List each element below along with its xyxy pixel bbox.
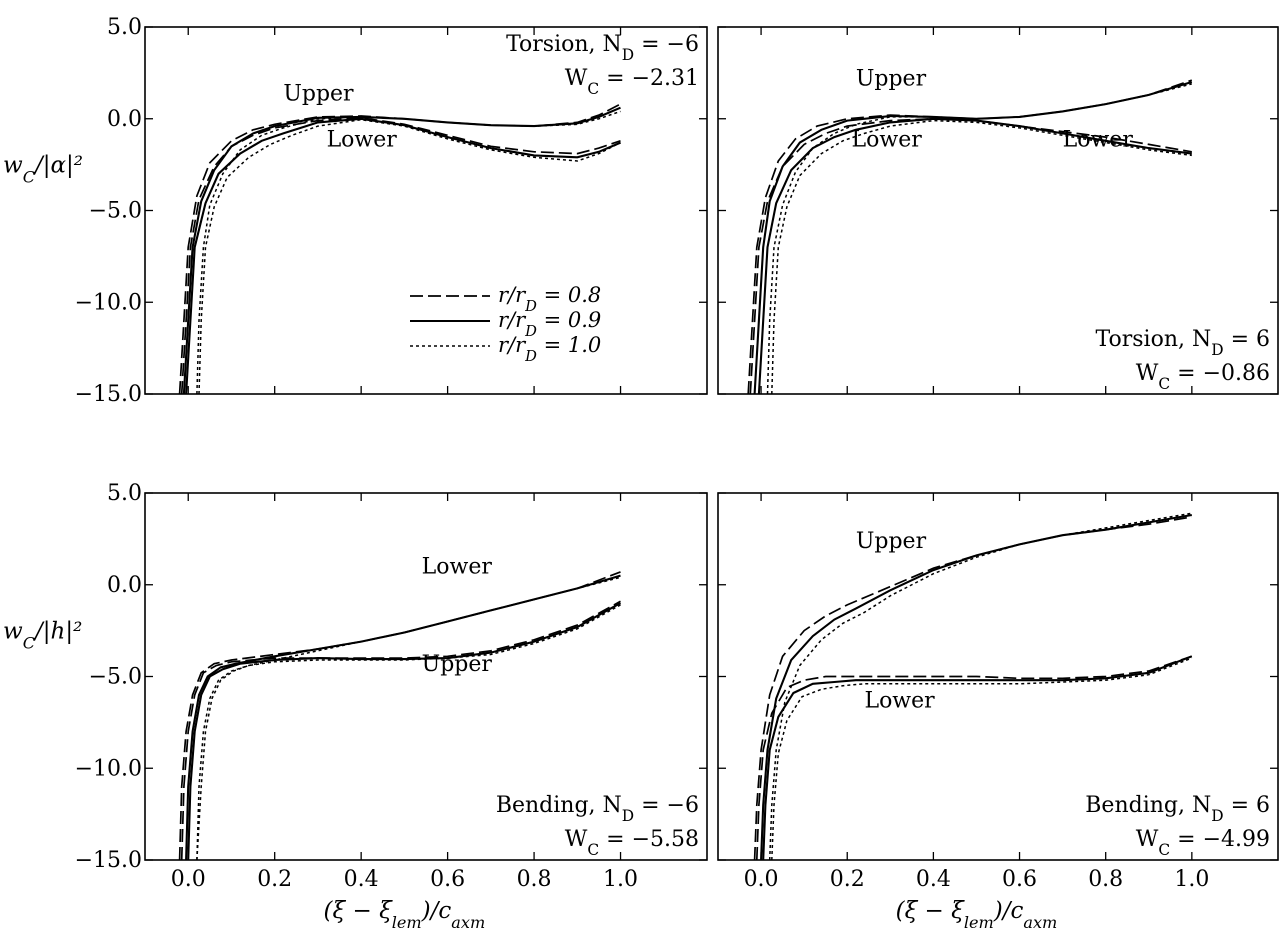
- curve-lower-r1: [771, 657, 1193, 860]
- x-axis-label: (ξ − ξlem)/caxm: [324, 898, 486, 932]
- y-axis-label: wC/|α|²: [3, 153, 83, 187]
- curve-upper-r09: [760, 513, 1192, 860]
- curve-upper-r1: [196, 110, 621, 394]
- curve-upper-r1: [196, 604, 621, 860]
- y-tick-label: −10.0: [75, 290, 142, 315]
- legend-entry: r/rD = 0.9: [498, 308, 601, 340]
- annotation-title: Torsion, ND = −6: [506, 32, 699, 64]
- x-tick-label: 0.6: [1002, 867, 1037, 892]
- annotation-wc: WC = −0.86: [1136, 361, 1270, 393]
- curve-lower-r08: [749, 117, 1192, 394]
- curve-lower-r09: [762, 655, 1193, 860]
- y-tick-label: −5.0: [89, 665, 142, 690]
- panel-torsion-negative: 5.0 0.0 −5.0 −10.0 −15.0 wC/|α|² Torsion, ND =…: [3, 15, 708, 407]
- curve-lower-r09: [757, 117, 1192, 394]
- y-tick-label: −15.0: [75, 848, 142, 873]
- y-tick-label: 5.0: [107, 481, 142, 506]
- curves: [747, 79, 1193, 394]
- curve-lower-r08: [755, 655, 1193, 860]
- surface-label-lower: Lower: [852, 127, 923, 152]
- curves: [753, 512, 1193, 860]
- annotation-wc: WC = −4.99: [1136, 827, 1270, 859]
- y-axis-label: wC/|h|²: [3, 619, 82, 653]
- x-tick-label: 0.8: [517, 867, 552, 892]
- curves: [178, 103, 621, 394]
- curve-upper-r1: [766, 83, 1192, 394]
- surface-label-lower: Lower: [422, 555, 493, 580]
- y-tick-label: −10.0: [75, 756, 142, 781]
- surface-label-upper: Upper: [856, 529, 927, 554]
- curve-upper-r09: [182, 106, 621, 394]
- y-tick-label: 5.0: [107, 15, 142, 40]
- x-tick-label: 0.0: [171, 867, 206, 892]
- curve-lower-r1: [771, 119, 1192, 394]
- x-tick-label: 0.2: [257, 867, 292, 892]
- x-tick-label: 1.0: [603, 867, 638, 892]
- curves: [178, 571, 622, 860]
- surface-label-upper: Upper: [283, 81, 354, 106]
- x-tick-label: 1.0: [1174, 867, 1209, 892]
- surface-label-upper: Upper: [422, 652, 493, 677]
- panel-bending-negative: 0.0 0.2 0.4 0.6 0.8 1.0 5.0 0.0 −5.0 −10.0 −15.0 wC…: [3, 481, 708, 932]
- y-tick-label: 0.0: [107, 573, 142, 598]
- annotation-title: Bending, ND = 6: [1085, 793, 1270, 825]
- curve-upper-r1: [768, 512, 1192, 860]
- curve-lower-r1: [196, 576, 621, 860]
- surface-label-upper: Upper: [856, 67, 927, 92]
- y-tick-label: −15.0: [75, 382, 142, 407]
- surface-label-lower: Lower: [327, 127, 398, 152]
- surface-label-lower: Lower: [1063, 127, 1134, 152]
- curve-upper-r08: [753, 516, 1192, 860]
- x-tick-label: 0.2: [830, 867, 865, 892]
- curve-lower-r08: [180, 116, 621, 394]
- curve-upper-r08: [180, 600, 621, 860]
- annotation-title: Bending, ND = −6: [496, 793, 699, 825]
- legend-entry: r/rD = 1.0: [498, 333, 601, 365]
- panel-bending-positive: 0.0 0.2 0.4 0.6 0.8 1.0 (ξ − ξlem)/caxm Bending…: [717, 492, 1279, 932]
- panel-torsion-positive: Torsion, ND = 6WC = −0.86 Upper Lower Lower: [717, 26, 1279, 395]
- x-tick-label: 0.4: [916, 867, 951, 892]
- x-tick-label: 0.0: [744, 867, 779, 892]
- y-tick-label: 0.0: [107, 107, 142, 132]
- x-axis-label: (ξ − ξlem)/caxm: [896, 898, 1058, 932]
- curve-upper-r09: [187, 602, 622, 860]
- legend-entry: r/rD = 0.8: [498, 283, 601, 315]
- annotation-title: Torsion, ND = 6: [1096, 327, 1270, 359]
- curve-lower-r09: [185, 117, 621, 394]
- annotation-wc: WC = −5.58: [565, 827, 699, 859]
- x-tick-label: 0.6: [430, 867, 465, 892]
- annotation-wc: WC = −2.31: [565, 66, 699, 98]
- curve-lower-r1: [198, 118, 621, 394]
- surface-label-lower: Lower: [864, 689, 935, 714]
- x-tick-label: 0.8: [1088, 867, 1123, 892]
- x-tick-label: 0.4: [344, 867, 379, 892]
- y-tick-label: −5.0: [89, 199, 142, 224]
